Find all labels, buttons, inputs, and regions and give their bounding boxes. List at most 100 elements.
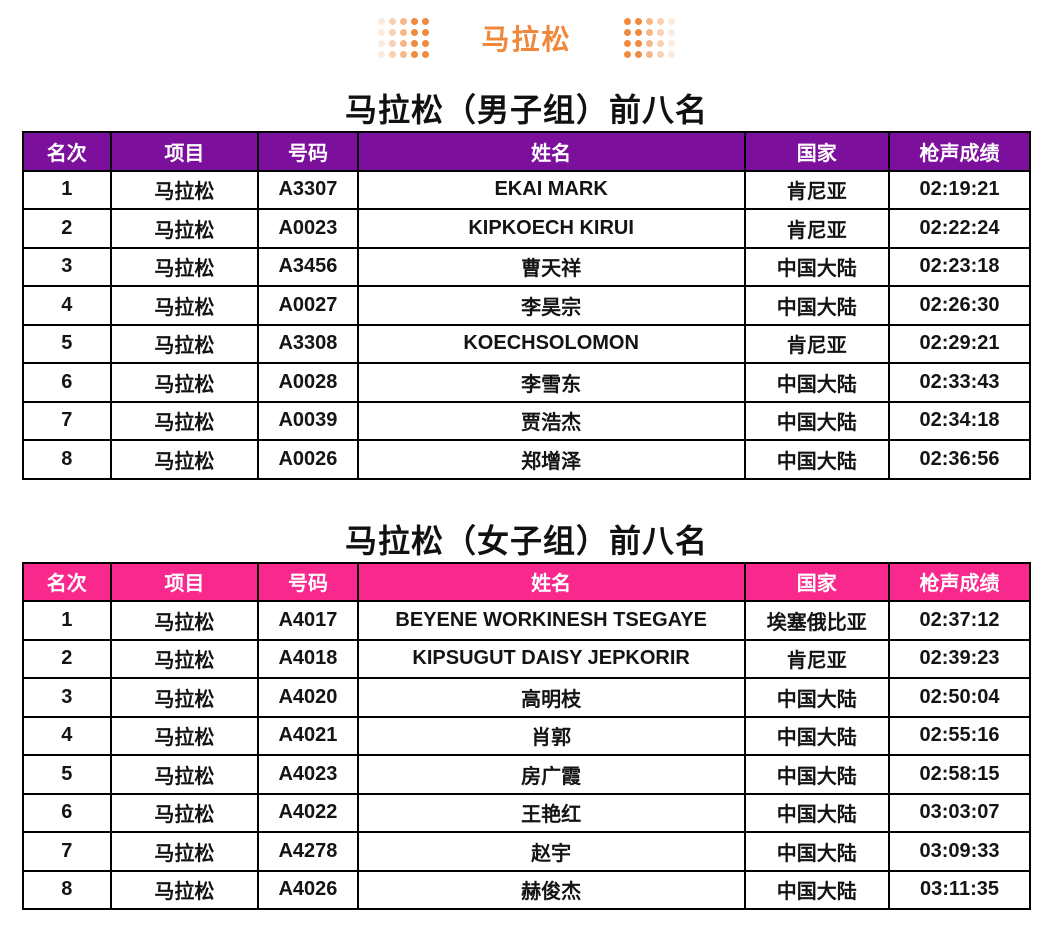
cell-country: 中国大陆	[743, 792, 890, 833]
dot	[634, 51, 642, 58]
cell-rank: 1	[22, 600, 112, 641]
column-header-country: 国家	[743, 131, 890, 172]
table-row: 3 马拉松 A3456 曹天祥 中国大陆 02:23:18	[22, 246, 1031, 287]
cell-bib: A0028	[257, 362, 359, 403]
cell-bib: A4023	[257, 754, 359, 795]
dot	[645, 18, 653, 25]
cell-name: 肖郭	[356, 715, 746, 756]
cell-bib: A4017	[257, 600, 359, 641]
table-row: 5 马拉松 A4023 房广霞 中国大陆 02:58:15	[22, 754, 1031, 795]
cell-event: 马拉松	[109, 169, 260, 210]
cell-event: 马拉松	[109, 285, 260, 326]
cell-event: 马拉松	[109, 362, 260, 403]
cell-rank: 5	[22, 754, 112, 795]
dot	[422, 18, 430, 25]
column-header-event: 项目	[109, 561, 260, 602]
cell-rank: 2	[22, 208, 112, 249]
dot	[411, 18, 419, 25]
table-row: 4 马拉松 A0027 李昊宗 中国大陆 02:26:30	[22, 285, 1031, 326]
cell-event: 马拉松	[109, 246, 260, 287]
column-header-event: 项目	[109, 131, 260, 172]
dot	[422, 29, 430, 36]
dot	[634, 40, 642, 47]
cell-rank: 3	[22, 246, 112, 287]
cell-bib: A0026	[257, 439, 359, 480]
cell-bib: A0039	[257, 400, 359, 441]
table-row: 3 马拉松 A4020 高明枝 中国大陆 02:50:04	[22, 677, 1031, 718]
cell-rank: 7	[22, 831, 112, 872]
cell-name: KIPSUGUT DAISY JEPKORIR	[356, 638, 746, 679]
dot	[623, 29, 631, 36]
cell-country: 肯尼亚	[743, 638, 890, 679]
dot-grid-icon	[623, 18, 675, 58]
cell-rank: 4	[22, 715, 112, 756]
dot	[389, 18, 397, 25]
column-header-gun-time: 枪声成绩	[888, 561, 1031, 602]
dot	[656, 51, 664, 58]
cell-bib: A4278	[257, 831, 359, 872]
dot-grid-icon	[378, 18, 430, 58]
dot	[422, 51, 430, 58]
cell-country: 中国大陆	[743, 362, 890, 403]
column-header-rank: 名次	[22, 561, 112, 602]
cell-name: 房广霞	[356, 754, 746, 795]
dot	[378, 18, 386, 25]
dot	[411, 40, 419, 47]
brand-title: 马拉松	[481, 24, 572, 55]
header-row: 名次 项目 号码 姓名 国家 枪声成绩	[22, 131, 1031, 172]
cell-name: 贾浩杰	[356, 400, 746, 441]
dot	[378, 40, 386, 47]
table-row: 7 马拉松 A4278 赵宇 中国大陆 03:09:33	[22, 831, 1031, 872]
table-row: 8 马拉松 A4026 赫俊杰 中国大陆 03:11:35	[22, 869, 1031, 910]
cell-bib: A4026	[257, 869, 359, 910]
cell-country: 中国大陆	[743, 285, 890, 326]
dot	[656, 40, 664, 47]
table-row: 6 马拉松 A4022 王艳红 中国大陆 03:03:07	[22, 792, 1031, 833]
cell-event: 马拉松	[109, 600, 260, 641]
dot	[400, 29, 408, 36]
womens-section-title: 马拉松（女子组）前八名	[344, 522, 708, 559]
cell-country: 中国大陆	[743, 754, 890, 795]
column-header-rank: 名次	[22, 131, 112, 172]
cell-country: 中国大陆	[743, 246, 890, 287]
cell-gun-time: 02:50:04	[888, 677, 1031, 718]
cell-bib: A4018	[257, 638, 359, 679]
dot	[667, 40, 675, 47]
cell-event: 马拉松	[109, 323, 260, 364]
column-header-country: 国家	[743, 561, 890, 602]
cell-event: 马拉松	[109, 677, 260, 718]
cell-gun-time: 02:19:21	[888, 169, 1031, 210]
cell-bib: A0027	[257, 285, 359, 326]
cell-gun-time: 02:58:15	[888, 754, 1031, 795]
cell-bib: A4022	[257, 792, 359, 833]
cell-country: 肯尼亚	[743, 208, 890, 249]
cell-name: 高明枝	[356, 677, 746, 718]
cell-rank: 8	[22, 439, 112, 480]
cell-rank: 7	[22, 400, 112, 441]
dot	[422, 40, 430, 47]
table-row: 4 马拉松 A4021 肖郭 中国大陆 02:55:16	[22, 715, 1031, 756]
cell-name: 赫俊杰	[356, 869, 746, 910]
cell-event: 马拉松	[109, 831, 260, 872]
cell-event: 马拉松	[109, 754, 260, 795]
dot	[623, 18, 631, 25]
cell-bib: A4020	[257, 677, 359, 718]
dot	[634, 29, 642, 36]
cell-event: 马拉松	[109, 400, 260, 441]
dot	[400, 18, 408, 25]
cell-event: 马拉松	[109, 208, 260, 249]
cell-event: 马拉松	[109, 715, 260, 756]
cell-gun-time: 02:33:43	[888, 362, 1031, 403]
cell-event: 马拉松	[109, 869, 260, 910]
cell-bib: A3308	[257, 323, 359, 364]
dot	[400, 40, 408, 47]
dot	[667, 51, 675, 58]
womens-results-table: 名次 项目 号码 姓名 国家 枪声成绩 1 马拉松 A4017 BEYENE WORKINESH …	[22, 561, 1031, 911]
cell-name: BEYENE WORKINESH TSEGAYE	[356, 600, 746, 641]
table-row: 2 马拉松 A0023 KIPKOECH KIRUI 肯尼亚 02:22:24	[22, 208, 1031, 249]
cell-event: 马拉松	[109, 792, 260, 833]
dot	[656, 18, 664, 25]
cell-gun-time: 02:34:18	[888, 400, 1031, 441]
dot	[400, 51, 408, 58]
cell-name: KOECHSOLOMON	[356, 323, 746, 364]
